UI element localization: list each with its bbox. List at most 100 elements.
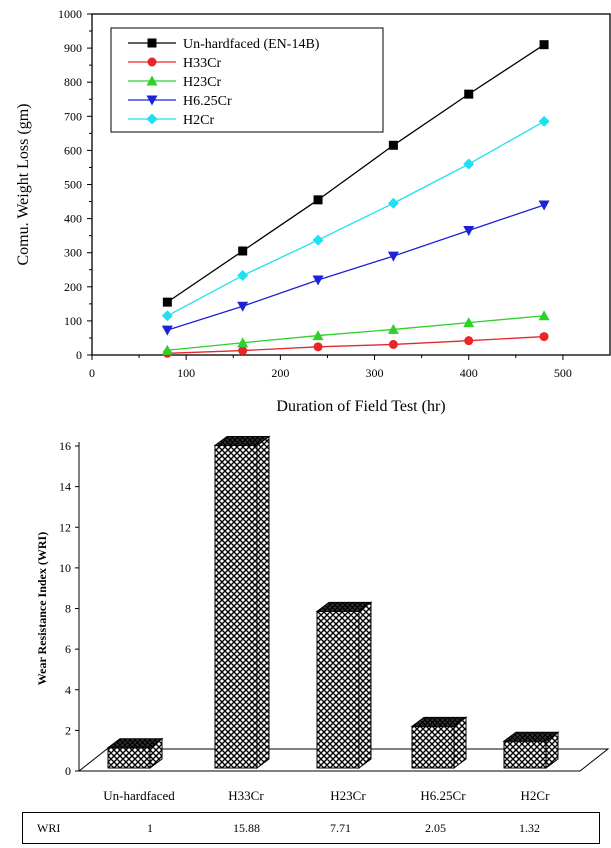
bar-y-tick-label: 12: [59, 520, 71, 534]
line-point: [162, 297, 172, 307]
wri-table-value-h625cr: 2.05: [425, 821, 446, 835]
line-series-path: [167, 315, 545, 351]
bar-0: [106, 737, 164, 769]
line-legend-marker: [146, 113, 158, 125]
line-point: [538, 310, 550, 321]
bar-y-tick-label: 16: [59, 439, 71, 453]
line-y-tick-label: 1000: [58, 7, 82, 21]
line-series-path: [167, 204, 545, 331]
wri-table-value-h23cr: 7.71: [330, 821, 351, 835]
line-point: [312, 275, 324, 286]
line-legend-label: Un-hardfaced (EN-14B): [183, 37, 320, 52]
bar-front: [316, 610, 360, 769]
line-point: [161, 310, 173, 322]
bar-category-label: H6.25Cr: [420, 788, 466, 803]
line-x-tick-label: 100: [177, 366, 195, 380]
line-y-tick-label: 200: [64, 280, 82, 294]
bar-y-tick-label: 2: [65, 723, 71, 737]
line-y-tick-label: 800: [64, 75, 82, 89]
line-point: [312, 234, 324, 246]
bar-y-axis-title: Wear Resistance Index (WRI): [35, 532, 49, 685]
line-point: [237, 270, 249, 282]
bar-top: [213, 435, 271, 446]
wri-table: WRI 1 15.88 7.71 2.05 1.32: [22, 812, 600, 844]
bar-y-tick-label: 14: [59, 480, 71, 494]
bar-category-label: H23Cr: [330, 788, 366, 803]
bar-side: [358, 601, 372, 769]
line-legend-label: H6.25Cr: [183, 94, 232, 109]
line-x-tick-label: 0: [89, 366, 95, 380]
wri-table-value-un-hardfaced: 1: [147, 821, 153, 835]
bar-side: [256, 435, 270, 769]
line-y-axis-title: Comu. Weight Loss (gm): [15, 104, 32, 266]
bar-front: [503, 740, 547, 769]
line-series-3: [161, 200, 550, 336]
line-y-tick-label: 600: [64, 143, 82, 157]
line-y-tick-label: 500: [64, 178, 82, 192]
bar-floor: [77, 748, 610, 772]
line-legend-label: H33Cr: [183, 56, 221, 71]
line-legend-marker: [146, 95, 158, 106]
line-point: [463, 158, 475, 170]
line-point: [538, 115, 550, 127]
wri-table-row-label: WRI: [37, 821, 61, 835]
line-chart: 0 100 200 300 400 500 600 700 800 900 1000 0 100 200 3…: [15, 7, 611, 415]
line-legend-marker: [146, 75, 158, 86]
line-point: [237, 337, 249, 348]
bar-y-tick-label: 10: [59, 561, 71, 575]
line-y-tick-label: 300: [64, 246, 82, 260]
bar-top: [106, 738, 164, 749]
line-y-tick-label: 900: [64, 41, 82, 55]
bar-front: [107, 747, 151, 769]
line-x-axis-title: Duration of Field Test (hr): [276, 398, 445, 415]
line-point: [238, 246, 248, 256]
line-series-0: [162, 40, 549, 307]
line-series-path: [167, 120, 545, 317]
line-point: [313, 342, 323, 352]
line-series-2: [161, 310, 550, 355]
line-legend-marker: [147, 38, 157, 48]
line-x-tick-label: 200: [271, 366, 289, 380]
line-point: [388, 140, 398, 150]
line-y-tick-label: 400: [64, 212, 82, 226]
bar-y-tick-label: 4: [65, 683, 71, 697]
line-legend-marker: [147, 57, 157, 67]
line-x-tick-label: 300: [366, 366, 384, 380]
bar-category-label: H2Cr: [521, 788, 551, 803]
bar-top: [410, 716, 468, 727]
line-point: [538, 200, 550, 211]
line-legend-label: H23Cr: [183, 75, 221, 90]
line-point: [539, 40, 549, 50]
bar-front: [411, 725, 455, 769]
wri-table-value-h2cr: 1.32: [519, 821, 540, 835]
bar-y-tick-label: 8: [65, 602, 71, 616]
line-series-4: [161, 115, 550, 322]
line-point: [387, 251, 399, 262]
bar-top: [315, 601, 373, 612]
bar-2: [315, 601, 373, 769]
bar-front: [214, 444, 258, 769]
line-legend: Un-hardfaced (EN-14B) H33Cr H23Cr H6.25Cr H2…: [110, 27, 384, 133]
bar-3: [410, 716, 468, 769]
bar-1: [213, 435, 271, 769]
bar-category-label: Un-hardfaced: [103, 788, 175, 803]
bar-category-label: H33Cr: [228, 788, 264, 803]
line-y-tick-label: 0: [76, 348, 82, 362]
line-point: [539, 332, 549, 342]
bar-y-tick-label: 6: [65, 642, 71, 656]
line-point: [161, 325, 173, 336]
line-point: [313, 195, 323, 205]
bar-4: [502, 731, 560, 769]
line-point: [161, 344, 173, 355]
line-legend-label: H2Cr: [183, 113, 214, 128]
line-point: [463, 317, 475, 328]
line-point: [388, 339, 398, 349]
line-x-tick-label: 400: [460, 366, 478, 380]
line-series-path: [166, 44, 545, 303]
bar-y-tick-label: 0: [65, 764, 71, 778]
line-point: [312, 330, 324, 341]
wri-table-value-h33cr: 15.88: [233, 821, 260, 835]
line-point: [464, 336, 474, 346]
bar-top: [502, 731, 560, 742]
